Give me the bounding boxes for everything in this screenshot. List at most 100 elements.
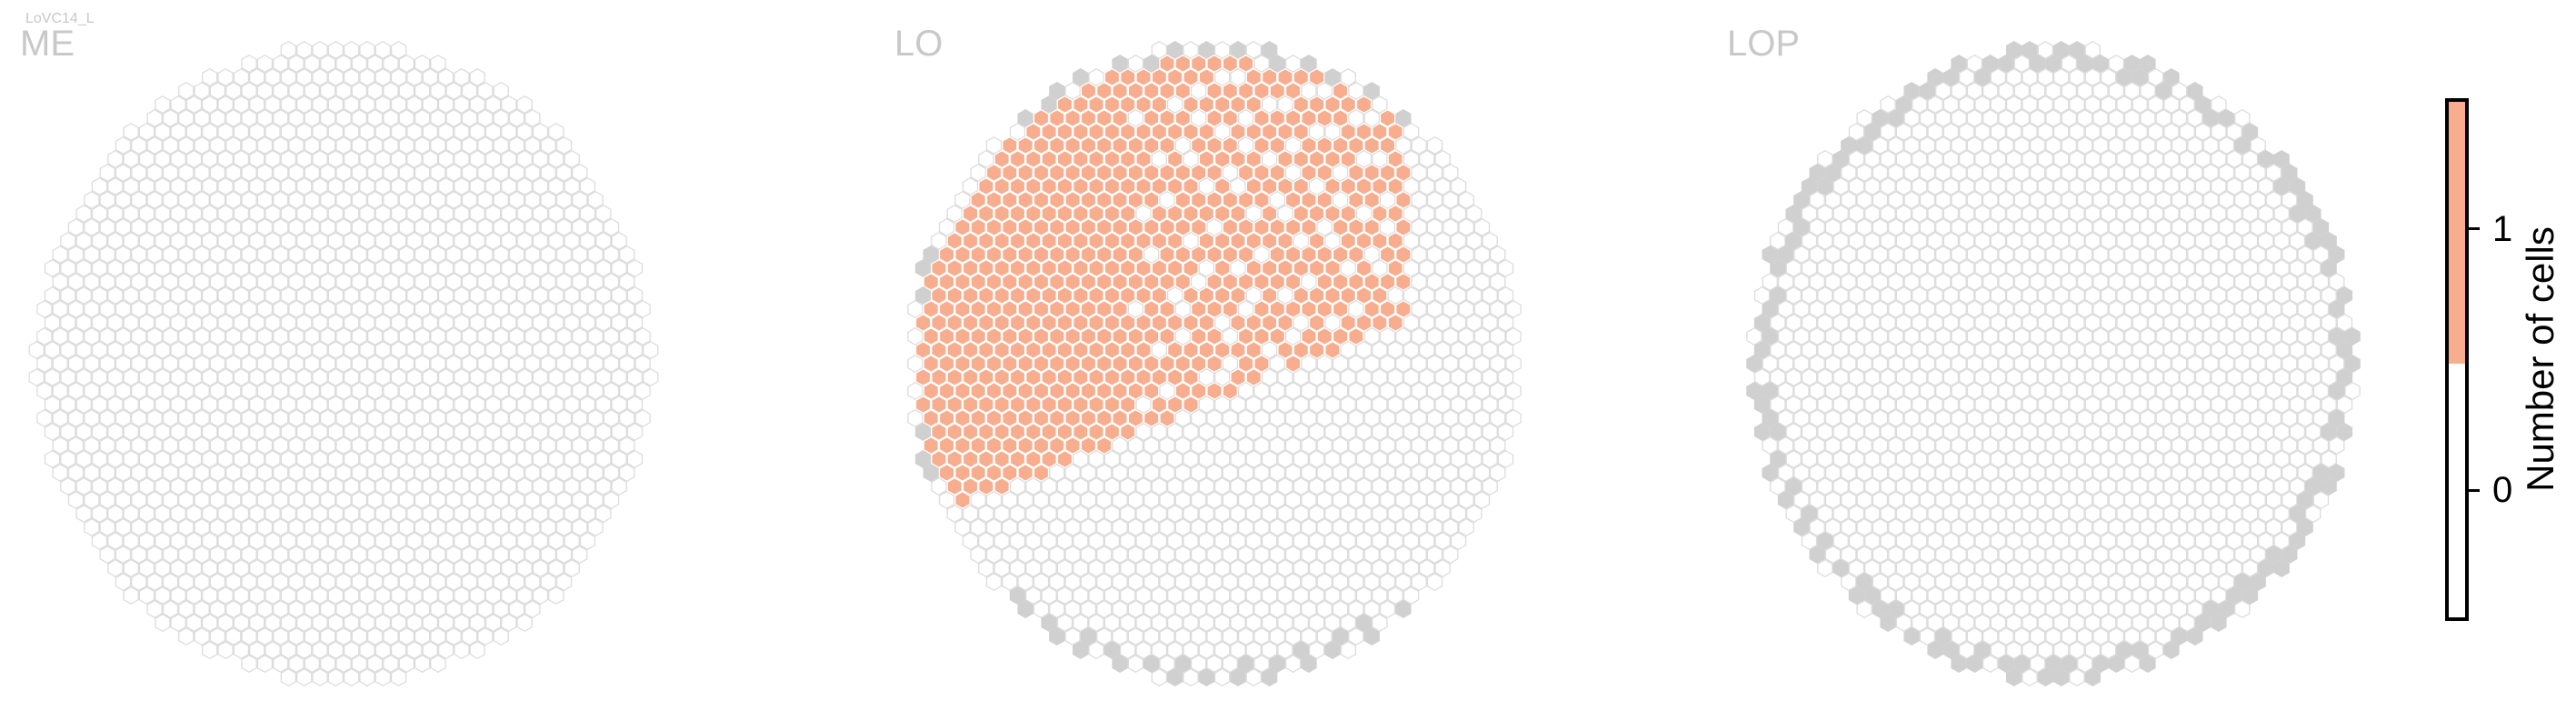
hex-cell-empty: [374, 667, 392, 687]
hex-cell-empty: [477, 599, 494, 619]
hex-cell-empty: [1434, 531, 1451, 551]
hex-cell-empty: [422, 422, 438, 442]
hex-cell-empty: [1135, 204, 1152, 224]
hex-cell-empty: [295, 95, 313, 115]
hex-cell-empty: [1770, 476, 1786, 496]
hex-cell-empty: [564, 476, 580, 496]
hex-cell-empty: [508, 436, 525, 456]
hex-cell-filled: [1009, 285, 1026, 305]
hex-cell-empty: [1942, 340, 1960, 360]
hex-cell-empty: [2005, 367, 2022, 387]
hex-cell-empty: [2076, 654, 2093, 674]
hex-cell-empty: [1951, 190, 1967, 210]
hex-cell-empty: [524, 408, 541, 428]
hex-cell-empty: [1482, 340, 1498, 360]
hex-cell-empty: [280, 313, 297, 333]
hex-cell-empty: [1998, 381, 2014, 401]
hex-cell-filled: [1237, 217, 1254, 237]
hex-cell-boundary: [1966, 654, 1983, 674]
hex-cell-empty: [1080, 517, 1097, 537]
hex-cell-empty: [540, 463, 556, 483]
hex-cell-empty: [2045, 326, 2062, 346]
hex-cell-empty: [587, 463, 604, 483]
hex-cell-empty: [1856, 381, 1872, 401]
hex-cell-filled: [1332, 326, 1349, 346]
hex-cell-empty: [2123, 217, 2141, 237]
hex-cell-empty: [115, 545, 132, 565]
hex-cell-empty: [477, 190, 494, 210]
hex-cell-filled: [946, 367, 963, 387]
hex-cell-empty: [2045, 545, 2062, 565]
hex-cell-empty: [477, 354, 494, 374]
hex-cell-empty: [430, 463, 446, 483]
hex-cell-empty: [1942, 149, 1960, 169]
hex-cell-filled: [1277, 258, 1293, 278]
hex-cell-empty: [572, 517, 588, 537]
hex-cell-empty: [1466, 504, 1483, 524]
hex-cell-empty: [2312, 245, 2330, 265]
hex-cell-boundary: [2281, 545, 2298, 565]
hex-cell-empty: [2100, 504, 2117, 524]
hex-cell-empty: [1237, 381, 1254, 401]
hex-cell-empty: [501, 258, 517, 278]
hex-cell-filled: [1009, 422, 1026, 442]
hex-cell-filled: [1088, 340, 1104, 360]
hex-cell-empty: [390, 313, 407, 333]
hex-cell-empty: [241, 108, 257, 128]
hex-cell-empty: [1284, 572, 1302, 592]
hex-cell-empty: [265, 640, 281, 660]
hex-cell-filled: [970, 245, 986, 265]
hex-cell-empty: [2029, 326, 2046, 346]
hex-cell-empty: [2226, 204, 2242, 224]
hex-cell-filled: [1245, 149, 1263, 169]
hex-cell-empty: [1293, 531, 1309, 551]
hex-cell-empty: [2281, 408, 2298, 428]
hex-cell-empty: [1080, 572, 1097, 592]
hex-cell-empty: [1419, 395, 1435, 415]
hex-cell-filled: [931, 285, 947, 305]
hex-cell-empty: [1237, 463, 1254, 483]
hex-cell-empty: [2108, 272, 2124, 292]
hex-cell-empty: [249, 586, 265, 606]
hex-cell-filled: [1151, 204, 1168, 224]
hex-cell-empty: [501, 313, 517, 333]
hex-cell-filled: [1355, 176, 1373, 196]
hex-cell-empty: [2052, 531, 2070, 551]
hex-cell-empty: [1363, 463, 1380, 483]
hex-cell-empty: [2092, 436, 2109, 456]
hex-cell-empty: [170, 367, 186, 387]
hex-cell-empty: [241, 190, 257, 210]
hex-cell-empty: [1269, 408, 1285, 428]
hex-cell-empty: [572, 408, 588, 428]
hex-cell-empty: [1293, 476, 1309, 496]
hex-cell-empty: [2250, 517, 2266, 537]
hex-cell-empty: [1982, 654, 1999, 674]
hex-cell-empty: [1301, 408, 1317, 428]
hex-cell-empty: [217, 231, 234, 251]
hex-cell-empty: [1387, 449, 1403, 469]
hex-cell-boundary: [1864, 586, 1881, 606]
hex-cell-filled: [1041, 231, 1057, 251]
hex-cell-filled: [978, 367, 994, 387]
hex-cell-empty: [343, 640, 360, 660]
hex-cell-empty: [2069, 667, 2085, 687]
hex-cell-empty: [2140, 81, 2156, 101]
hex-cell-empty: [1284, 517, 1302, 537]
hex-cell-empty: [1959, 149, 1975, 169]
hex-cell-empty: [2140, 272, 2156, 292]
hex-cell-empty: [461, 245, 478, 265]
hex-cell-empty: [2234, 517, 2251, 537]
hex-cell-empty: [2123, 163, 2141, 183]
hex-cell-empty: [319, 108, 336, 128]
hex-cell-empty: [2147, 422, 2164, 442]
hex-cell-filled: [1222, 108, 1239, 128]
hex-cell-empty: [1864, 476, 1881, 496]
hex-cell-empty: [295, 613, 313, 633]
hex-cell-boundary: [1880, 613, 1896, 633]
hex-cell-empty: [1363, 108, 1380, 128]
hex-cell-filled: [938, 272, 955, 292]
hex-cell-empty: [1935, 545, 1952, 565]
hex-cell-empty: [2218, 572, 2235, 592]
hex-cell-empty: [2084, 149, 2102, 169]
hex-cell-empty: [366, 245, 384, 265]
